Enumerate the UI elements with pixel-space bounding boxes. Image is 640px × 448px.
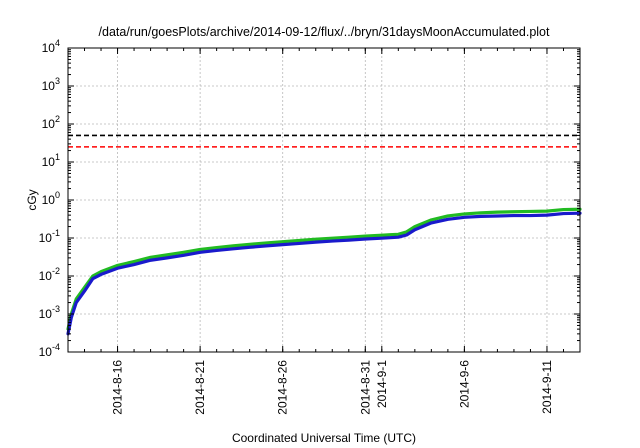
y-tick-exponent: -3	[52, 304, 60, 314]
y-tick-exponent: 3	[55, 76, 60, 86]
y-tick-exponent: -2	[52, 266, 60, 276]
x-tick-label: 2014-9-6	[457, 360, 471, 408]
y-tick-exponent: -4	[52, 342, 60, 352]
series-line-blue	[66, 211, 582, 336]
y-tick-exponent: 0	[55, 190, 60, 200]
x-tick-label: 2014-8-16	[111, 360, 125, 415]
x-tick-label: 2014-8-31	[358, 360, 372, 415]
y-axis-label: cGy	[25, 189, 39, 210]
x-tick-label: 2014-8-26	[276, 360, 290, 415]
y-tick-exponent: -1	[52, 228, 60, 238]
x-axis-label: Coordinated Universal Time (UTC)	[232, 431, 416, 445]
x-tick-label: 2014-9-1	[375, 360, 389, 408]
y-tick-exponent: 1	[55, 152, 60, 162]
series-line-green	[66, 207, 582, 331]
reference-lines	[68, 134, 580, 148]
y-tick-exponent: 4	[55, 38, 60, 48]
series-lines	[66, 207, 582, 336]
x-axis: 2014-8-16 2014-8-21 2014-8-26 2014-8-31 2014…	[84, 48, 564, 415]
grid	[68, 48, 580, 352]
x-tick-label: 2014-9-11	[540, 360, 554, 414]
y-tick-exponent: 2	[55, 114, 60, 124]
chart-title: /data/run/goesPlots/archive/2014-09-12/f…	[99, 25, 550, 39]
x-tick-label: 2014-8-21	[193, 360, 207, 415]
